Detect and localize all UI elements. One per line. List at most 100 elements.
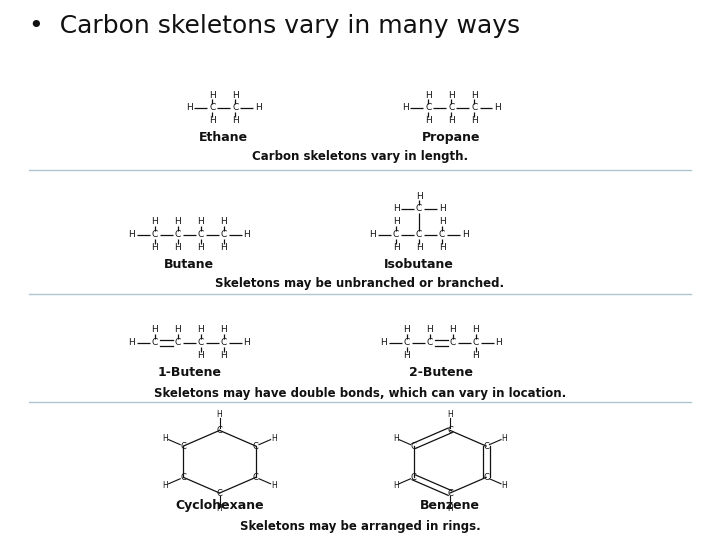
Text: H: H	[151, 244, 158, 252]
Text: H: H	[449, 326, 456, 334]
Text: H: H	[217, 504, 222, 513]
Text: C: C	[253, 473, 258, 482]
Text: H: H	[163, 434, 168, 443]
Text: H: H	[243, 231, 251, 239]
Text: H: H	[128, 231, 135, 239]
Text: H: H	[174, 218, 181, 226]
Text: C: C	[175, 339, 181, 347]
Text: H: H	[402, 104, 409, 112]
Text: H: H	[462, 231, 469, 239]
Text: H: H	[403, 326, 410, 334]
Text: H: H	[128, 339, 135, 347]
Text: H: H	[438, 205, 446, 213]
Text: C: C	[217, 426, 222, 435]
Text: Benzene: Benzene	[420, 500, 480, 512]
Text: H: H	[220, 326, 228, 334]
Text: H: H	[174, 326, 181, 334]
Text: Carbon skeletons vary in length.: Carbon skeletons vary in length.	[252, 150, 468, 163]
Text: H: H	[393, 481, 399, 490]
Text: C: C	[221, 231, 227, 239]
Text: C: C	[483, 442, 489, 450]
Text: C: C	[411, 473, 417, 482]
Text: 1-Butene: 1-Butene	[158, 366, 221, 379]
Text: H: H	[472, 326, 480, 334]
Text: H: H	[197, 352, 204, 360]
Text: C: C	[198, 231, 204, 239]
Text: Skeletons may have double bonds, which can vary in location.: Skeletons may have double bonds, which c…	[154, 387, 566, 400]
Text: H: H	[174, 244, 181, 252]
Text: C: C	[449, 104, 454, 112]
Text: C: C	[393, 231, 399, 239]
Text: C: C	[152, 231, 158, 239]
Text: H: H	[151, 218, 158, 226]
Text: H: H	[438, 218, 446, 226]
Text: H: H	[209, 117, 216, 125]
Text: H: H	[392, 205, 400, 213]
Text: Skeletons may be unbranched or branched.: Skeletons may be unbranched or branched.	[215, 277, 505, 290]
Text: C: C	[416, 231, 422, 239]
Text: H: H	[415, 244, 423, 252]
Text: C: C	[439, 231, 445, 239]
Text: H: H	[186, 104, 193, 112]
Text: C: C	[447, 426, 453, 435]
Text: H: H	[495, 339, 503, 347]
Text: H: H	[271, 434, 276, 443]
Text: H: H	[232, 91, 239, 99]
Text: C: C	[416, 205, 422, 213]
Text: H: H	[471, 91, 478, 99]
Text: H: H	[403, 352, 410, 360]
Text: H: H	[197, 244, 204, 252]
Text: C: C	[210, 104, 215, 112]
Text: H: H	[220, 244, 228, 252]
Text: H: H	[369, 231, 377, 239]
Text: C: C	[426, 104, 431, 112]
Text: H: H	[163, 481, 168, 490]
Text: C: C	[450, 339, 456, 347]
Text: C: C	[473, 339, 479, 347]
Text: H: H	[447, 410, 453, 419]
Text: C: C	[217, 489, 222, 497]
Text: C: C	[253, 442, 258, 450]
Text: Ethane: Ethane	[199, 131, 248, 144]
Text: C: C	[447, 489, 453, 497]
Text: H: H	[425, 91, 432, 99]
Text: C: C	[233, 104, 238, 112]
Text: H: H	[151, 326, 158, 334]
Text: Butane: Butane	[164, 258, 215, 271]
Text: H: H	[243, 339, 251, 347]
Text: C: C	[181, 473, 186, 482]
Text: H: H	[197, 218, 204, 226]
Text: H: H	[255, 104, 262, 112]
Text: 2-Butene: 2-Butene	[410, 366, 473, 379]
Text: H: H	[220, 218, 228, 226]
Text: H: H	[232, 117, 239, 125]
Text: H: H	[425, 117, 432, 125]
Text: C: C	[181, 442, 186, 450]
Text: H: H	[271, 481, 276, 490]
Text: H: H	[447, 504, 453, 513]
Text: Cyclohexane: Cyclohexane	[175, 500, 264, 512]
Text: H: H	[217, 410, 222, 419]
Text: H: H	[501, 434, 507, 443]
Text: C: C	[472, 104, 477, 112]
Text: C: C	[152, 339, 158, 347]
Text: Propane: Propane	[422, 131, 481, 144]
Text: •  Carbon skeletons vary in many ways: • Carbon skeletons vary in many ways	[29, 14, 520, 37]
Text: H: H	[501, 481, 507, 490]
Text: H: H	[494, 104, 501, 112]
Text: C: C	[483, 473, 489, 482]
Text: H: H	[426, 326, 433, 334]
Text: C: C	[175, 231, 181, 239]
Text: C: C	[427, 339, 433, 347]
Text: Isobutane: Isobutane	[384, 258, 454, 271]
Text: H: H	[220, 352, 228, 360]
Text: H: H	[471, 117, 478, 125]
Text: C: C	[198, 339, 204, 347]
Text: H: H	[415, 192, 423, 200]
Text: H: H	[197, 326, 204, 334]
Text: C: C	[404, 339, 410, 347]
Text: H: H	[448, 117, 455, 125]
Text: H: H	[448, 91, 455, 99]
Text: H: H	[392, 218, 400, 226]
Text: H: H	[393, 434, 399, 443]
